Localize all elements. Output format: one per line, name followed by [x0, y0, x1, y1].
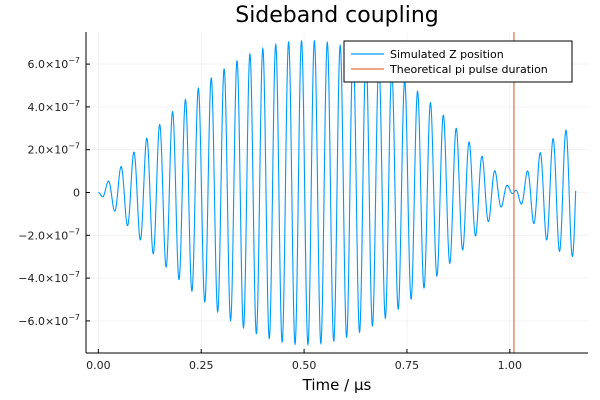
legend-box [343, 40, 573, 83]
x-tick-label-0: 0.00 [86, 359, 111, 372]
x-tick-label-3: 0.75 [395, 359, 420, 372]
chart-title: Sideband coupling [235, 3, 439, 28]
y-tick-label-1: −4.0×10−7 [18, 270, 80, 285]
legend: Simulated Z position Theoretical pi pulse… [343, 40, 573, 83]
legend-label-1: Theoretical pi pulse duration [389, 63, 548, 76]
x-tick-label-1: 0.25 [189, 359, 214, 372]
series-line-0 [98, 39, 577, 347]
x-tick-label-2: 0.50 [292, 359, 317, 372]
y-tick-label-6: 6.0×10−7 [27, 56, 80, 71]
y-tick-label-2: −2.0×10−7 [18, 227, 80, 242]
x-tick-label-4: 1.00 [498, 359, 523, 372]
y-tick-label-3: 0 [73, 187, 80, 200]
legend-label-0: Simulated Z position [390, 48, 504, 61]
y-tick-label-0: −6.0×10−7 [18, 313, 80, 328]
y-tick-label-5: 4.0×10−7 [27, 99, 80, 114]
series-layer [98, 32, 577, 353]
x-axis-label: Time / μs [302, 376, 372, 394]
y-tick-label-4: 2.0×10−7 [27, 142, 80, 157]
ticks: 0.00 0.25 0.50 0.75 1.00 −6.0×10−7 −4.0×10−7 −2… [18, 56, 522, 372]
